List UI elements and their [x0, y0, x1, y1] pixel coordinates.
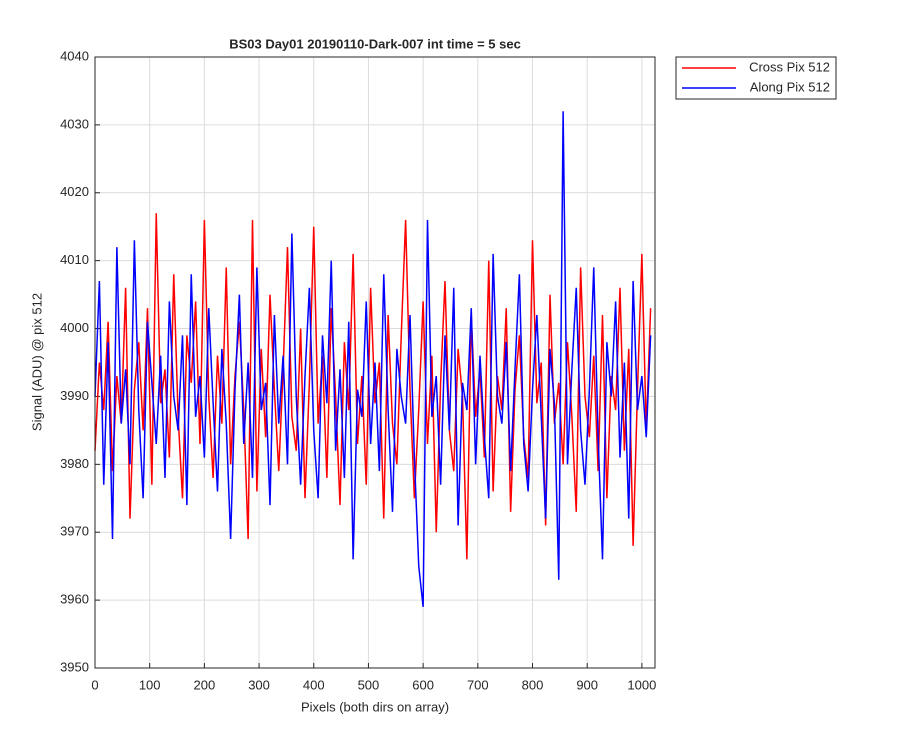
y-tick-label: 3970: [60, 524, 89, 539]
data-line: [94, 111, 652, 607]
x-tick-label: 500: [358, 677, 380, 692]
x-tick-label: 0: [91, 677, 98, 692]
x-axis-label: Pixels (both dirs on array): [301, 699, 449, 714]
data-line: [94, 213, 652, 560]
y-tick-label: 3980: [60, 456, 89, 471]
x-tick-label: 900: [576, 677, 598, 692]
y-axis-label: Signal (ADU) @ pix 512: [29, 293, 44, 431]
x-tick-label: 400: [303, 677, 325, 692]
y-tick-label: 3960: [60, 592, 89, 607]
legend-label: Along Pix 512: [750, 79, 830, 94]
x-tick-label: 300: [248, 677, 270, 692]
legend-box: [675, 56, 837, 100]
y-tick-label: 4030: [60, 116, 89, 131]
y-tick-label: 3950: [60, 659, 89, 674]
x-tick-label: 700: [467, 677, 489, 692]
x-tick-label: 600: [412, 677, 434, 692]
plot-frame: [94, 56, 656, 669]
y-tick-label: 4010: [60, 252, 89, 267]
y-tick-label: 4040: [60, 48, 89, 63]
y-tick-label: 4000: [60, 320, 89, 335]
chart-title: BS03 Day01 20190110-Dark-007 int time = …: [229, 36, 521, 51]
x-tick-label: 200: [194, 677, 216, 692]
x-tick-label: 1000: [627, 677, 656, 692]
legend-label: Cross Pix 512: [749, 59, 830, 74]
x-tick-label: 100: [139, 677, 161, 692]
y-tick-label: 3990: [60, 388, 89, 403]
x-tick-label: 800: [522, 677, 544, 692]
y-tick-label: 4020: [60, 184, 89, 199]
